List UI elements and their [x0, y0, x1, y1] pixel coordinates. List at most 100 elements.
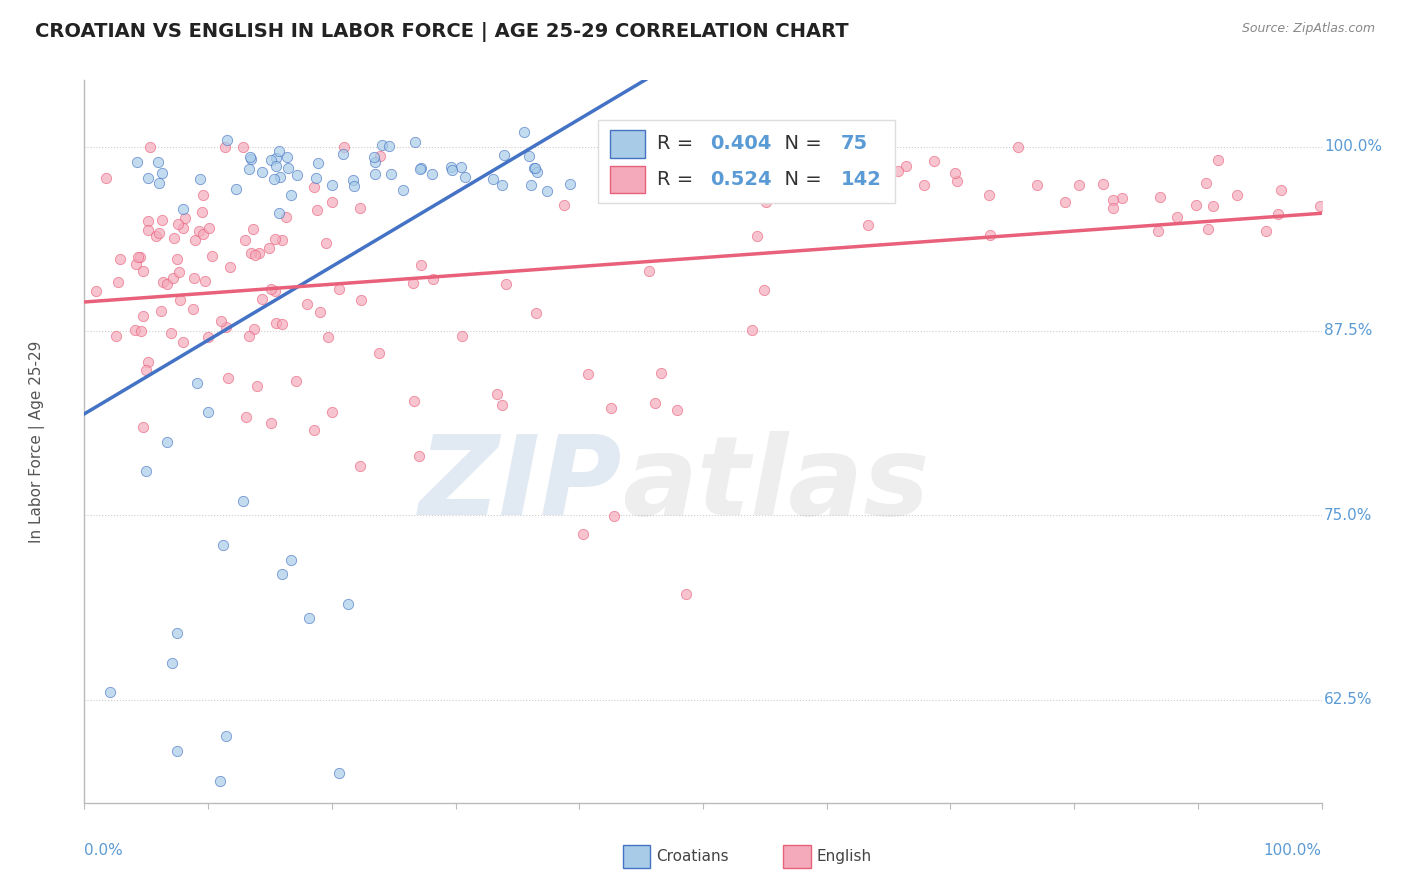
Point	[1206, 153, 1229, 167]
Point	[197, 405, 219, 419]
Point	[156, 277, 179, 291]
Point	[215, 133, 238, 147]
Point	[271, 233, 294, 247]
Point	[305, 170, 328, 185]
Point	[1147, 224, 1170, 238]
Point	[217, 371, 239, 385]
Point	[1197, 222, 1219, 236]
Point	[267, 145, 290, 159]
Point	[520, 178, 543, 192]
Point	[1254, 224, 1277, 238]
Point	[1309, 198, 1331, 212]
Point	[276, 150, 298, 164]
Point	[754, 283, 776, 297]
Point	[169, 293, 191, 307]
Point	[523, 161, 546, 175]
Point	[1185, 198, 1208, 212]
Point	[755, 195, 778, 210]
Point	[675, 587, 697, 601]
Point	[235, 409, 257, 424]
Point	[638, 264, 661, 278]
Point	[342, 173, 364, 187]
Point	[166, 626, 188, 640]
Point	[183, 271, 205, 285]
Point	[367, 346, 389, 360]
Point	[190, 204, 212, 219]
Point	[912, 178, 935, 192]
Point	[240, 245, 263, 260]
Point	[336, 597, 359, 611]
Text: 0.404: 0.404	[710, 135, 772, 153]
Point	[152, 275, 174, 289]
Point	[135, 363, 157, 377]
Point	[285, 168, 308, 182]
Text: 75: 75	[841, 135, 868, 153]
Point	[486, 386, 509, 401]
Point	[269, 169, 291, 184]
Point	[197, 330, 219, 344]
Point	[364, 155, 387, 169]
Point	[250, 292, 273, 306]
Point	[380, 167, 402, 181]
Point	[1202, 199, 1225, 213]
Point	[402, 276, 425, 290]
Point	[576, 367, 599, 381]
Text: 75.0%: 75.0%	[1324, 508, 1372, 523]
Point	[181, 302, 204, 317]
Text: ZIP: ZIP	[419, 432, 623, 539]
Point	[242, 221, 264, 235]
Point	[332, 147, 354, 161]
Point	[98, 685, 121, 699]
Text: 87.5%: 87.5%	[1324, 324, 1372, 338]
Point	[129, 324, 152, 338]
Text: 100.0%: 100.0%	[1324, 139, 1382, 154]
Point	[209, 773, 232, 788]
Point	[280, 552, 302, 566]
Point	[145, 228, 167, 243]
Point	[894, 160, 917, 174]
Point	[136, 354, 159, 368]
Point	[239, 151, 262, 165]
Point	[333, 139, 356, 153]
Point	[298, 611, 321, 625]
Point	[887, 164, 910, 178]
Point	[1149, 190, 1171, 204]
Point	[194, 274, 217, 288]
Point	[404, 136, 426, 150]
Point	[524, 161, 547, 176]
Text: atlas: atlas	[623, 432, 929, 539]
Point	[124, 323, 146, 337]
Point	[1067, 178, 1090, 193]
Point	[264, 284, 287, 298]
Point	[363, 150, 385, 164]
Point	[252, 165, 274, 179]
FancyBboxPatch shape	[610, 166, 645, 193]
Point	[1026, 178, 1049, 193]
Point	[257, 242, 280, 256]
Point	[391, 183, 413, 197]
Point	[172, 202, 194, 216]
Point	[371, 138, 394, 153]
Point	[409, 161, 432, 176]
Point	[264, 232, 287, 246]
Point	[409, 161, 432, 176]
Point	[309, 305, 332, 319]
FancyBboxPatch shape	[783, 845, 811, 868]
Point	[1111, 191, 1133, 205]
Point	[328, 282, 350, 296]
Point	[167, 265, 190, 279]
Point	[454, 170, 477, 185]
Point	[233, 234, 256, 248]
Point	[315, 236, 337, 251]
Point	[600, 401, 623, 416]
FancyBboxPatch shape	[598, 120, 894, 203]
Point	[184, 233, 207, 247]
Point	[94, 171, 117, 186]
Point	[166, 252, 188, 266]
Point	[613, 164, 636, 178]
Point	[187, 224, 209, 238]
Point	[408, 449, 430, 463]
Point	[650, 366, 672, 380]
Point	[260, 153, 283, 167]
Point	[271, 567, 294, 582]
